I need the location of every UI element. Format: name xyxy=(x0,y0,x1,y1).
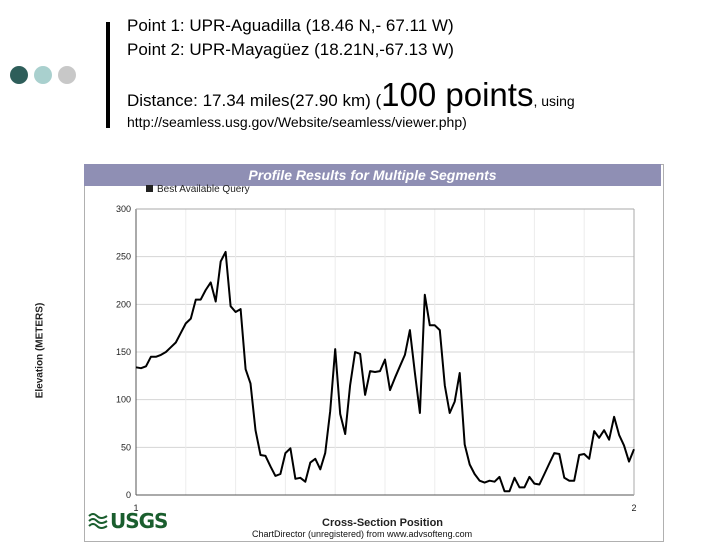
x-tick-label: 2 xyxy=(631,503,636,513)
bullet-dot-dark xyxy=(10,66,28,84)
vertical-divider xyxy=(106,22,110,128)
y-axis-label: Elevation (METERS) xyxy=(34,302,46,399)
usgs-logo-text: USGS xyxy=(110,509,168,533)
x-axis-label: Cross-Section Position xyxy=(322,517,444,529)
using-text: , using xyxy=(533,93,575,109)
y-tick-label: 300 xyxy=(116,204,131,214)
y-tick-label: 0 xyxy=(126,490,131,500)
x-tick-label: 1 xyxy=(133,503,138,513)
bullet-dot-light xyxy=(34,66,52,84)
usgs-logo: USGS xyxy=(88,509,168,533)
y-tick-label: 200 xyxy=(116,299,131,309)
chartdirector-footer: ChartDirector (unregistered) from www.ad… xyxy=(252,529,473,539)
legend-label: Best Available Query xyxy=(157,184,250,195)
chart-title: Profile Results for Multiple Segments xyxy=(84,164,661,186)
point1-text: Point 1: UPR-Aguadilla (18.46 N,- 67.11 … xyxy=(127,16,454,35)
chart-legend: Best Available Query xyxy=(146,184,250,195)
y-tick-label: 250 xyxy=(116,252,131,262)
legend-swatch xyxy=(146,185,153,192)
series-line-best-available-query xyxy=(135,250,635,493)
usgs-wave-icon xyxy=(88,513,108,529)
distance-text: Distance: 17.34 miles(27.90 km) ( xyxy=(127,91,382,110)
y-tick-label: 50 xyxy=(121,442,131,452)
bullet-dots xyxy=(10,66,76,84)
bullet-dot-grey xyxy=(58,66,76,84)
y-tick-label: 150 xyxy=(116,347,131,357)
points-count-text: 100 points xyxy=(381,76,534,113)
distance-line: Distance: 17.34 miles(27.90 km) (100 poi… xyxy=(127,76,575,114)
y-tick-label: 100 xyxy=(116,395,131,405)
source-url: http://seamless.usg.gov/Website/seamless… xyxy=(127,114,467,130)
point2-text: Point 2: UPR-Mayagüez (18.21N,-67.13 W) xyxy=(127,40,454,59)
